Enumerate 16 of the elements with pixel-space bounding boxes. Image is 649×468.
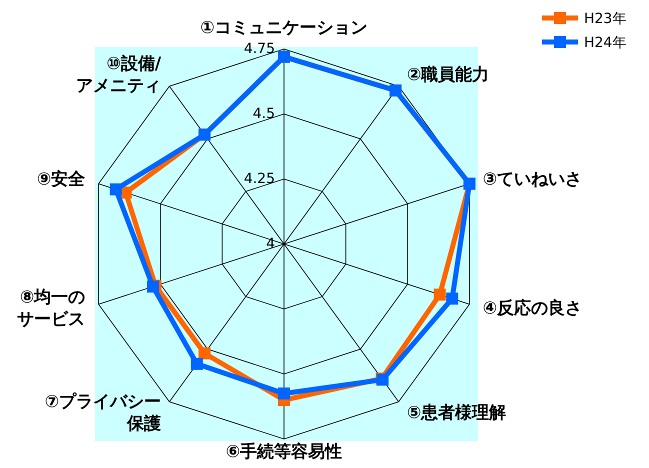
spoke-label: ⑩設備/アメニティ [76,54,162,96]
y-tick-label: 4 [266,236,276,252]
spoke-label: ⑥手続等容易性 [226,442,342,462]
legend-label: H24年 [584,35,626,51]
y-tick-label: 4.5 [252,106,275,122]
spoke-label: ⑦プライバシー保護 [44,392,162,434]
spoke-label: ①コミュニケーション [200,18,368,38]
spoke-label: ②職員能力 [406,64,490,85]
legend-label: H23年 [584,11,626,27]
spoke-label: ④反応の良さ [482,298,582,319]
spoke-label: ⑤患者様理解 [406,403,506,424]
spoke-label: ⑧均一のサービス [17,288,86,330]
y-tick-label: 4.25 [244,171,275,187]
y-tick-label: 4.75 [244,41,275,57]
spoke-label: ⑨安全 [36,169,86,190]
spoke-label: ③ていねいさ [482,169,582,190]
